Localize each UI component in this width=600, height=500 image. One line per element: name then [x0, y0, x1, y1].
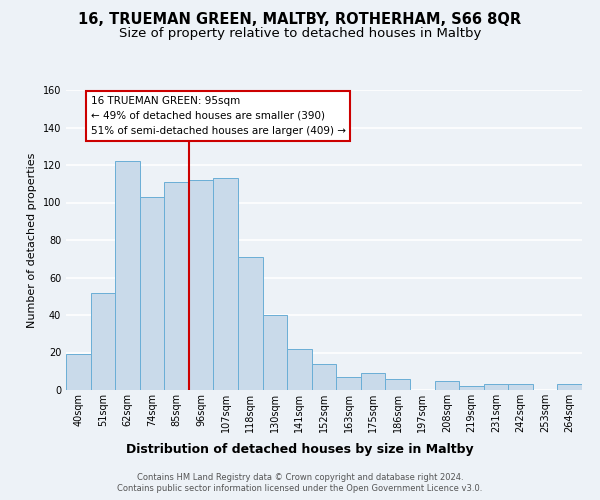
Bar [238, 257, 263, 390]
Bar [312, 364, 336, 390]
Bar [66, 354, 91, 390]
Bar [115, 161, 140, 390]
Bar [484, 384, 508, 390]
Bar [263, 315, 287, 390]
Bar [459, 386, 484, 390]
Bar [91, 292, 115, 390]
Bar [385, 379, 410, 390]
Text: 16, TRUEMAN GREEN, MALTBY, ROTHERHAM, S66 8QR: 16, TRUEMAN GREEN, MALTBY, ROTHERHAM, S6… [79, 12, 521, 28]
Text: Contains public sector information licensed under the Open Government Licence v3: Contains public sector information licen… [118, 484, 482, 493]
Bar [361, 373, 385, 390]
Text: 16 TRUEMAN GREEN: 95sqm
← 49% of detached houses are smaller (390)
51% of semi-d: 16 TRUEMAN GREEN: 95sqm ← 49% of detache… [91, 96, 346, 136]
Bar [557, 384, 582, 390]
Bar [287, 349, 312, 390]
Text: Contains HM Land Registry data © Crown copyright and database right 2024.: Contains HM Land Registry data © Crown c… [137, 472, 463, 482]
Bar [434, 380, 459, 390]
Bar [140, 197, 164, 390]
Bar [164, 182, 189, 390]
Bar [214, 178, 238, 390]
Bar [336, 377, 361, 390]
Y-axis label: Number of detached properties: Number of detached properties [27, 152, 37, 328]
Bar [189, 180, 214, 390]
Text: Size of property relative to detached houses in Maltby: Size of property relative to detached ho… [119, 28, 481, 40]
Text: Distribution of detached houses by size in Maltby: Distribution of detached houses by size … [126, 442, 474, 456]
Bar [508, 384, 533, 390]
